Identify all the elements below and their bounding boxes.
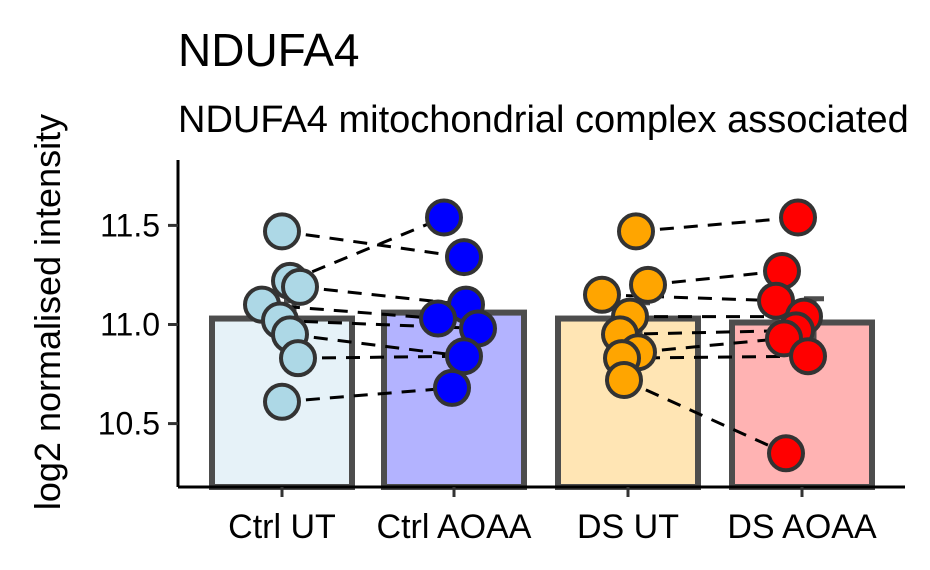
pair-line-7 [281,386,453,404]
chart-subtitle: NDUFA4 mitochondrial complex associated [178,99,909,141]
pair-line-0 [281,229,465,259]
data-point-2-7 [605,360,643,399]
data-point-0-0 [263,212,301,251]
pair-line-15 [623,378,787,455]
x-tick-label-3: DS AOAA [727,508,877,546]
data-point-3-6 [789,337,827,376]
data-point-1-3 [419,299,457,338]
pair-line-9 [647,269,783,287]
chart-title: NDUFA4 [178,24,359,76]
pair-line-13 [637,336,785,354]
pair-line-8 [635,215,799,233]
plot-area: 10.5 11.0 11.5 Ctrl UT Ctrl AOAA DS UT DS AOAA [98,160,905,546]
data-point-0-7 [263,382,301,421]
y-tick-label-2: 11.5 [100,207,160,243]
data-point-3-0 [779,198,817,237]
data-point-2-0 [617,212,655,251]
data-point-0-6 [279,339,317,378]
pair-line-5 [289,332,465,358]
pair-line-4 [279,319,479,330]
y-tick-label-1: 11.0 [100,306,160,342]
y-axis-label: log2 normalised intensity [27,114,68,510]
data-point-1-1 [445,238,483,277]
pair-line-2 [299,285,467,307]
x-tick-label-2: DS UT [577,508,679,546]
data-point-3-7 [767,434,805,473]
pair-line-1 [289,216,445,283]
data-point-3-2 [757,281,795,320]
x-tick-label-1: Ctrl AOAA [377,508,532,546]
pair-line-10 [601,293,777,303]
y-tick-label-0: 10.5 [98,406,160,442]
data-point-2-2 [583,275,621,314]
data-point-2-1 [629,265,667,304]
data-point-1-0 [425,198,463,237]
pair-line-6 [297,354,465,360]
data-point-0-2 [281,267,319,306]
data-point-1-6 [433,368,471,407]
data-point-1-5 [445,337,483,376]
x-tick-label-0: Ctrl UT [228,508,336,546]
